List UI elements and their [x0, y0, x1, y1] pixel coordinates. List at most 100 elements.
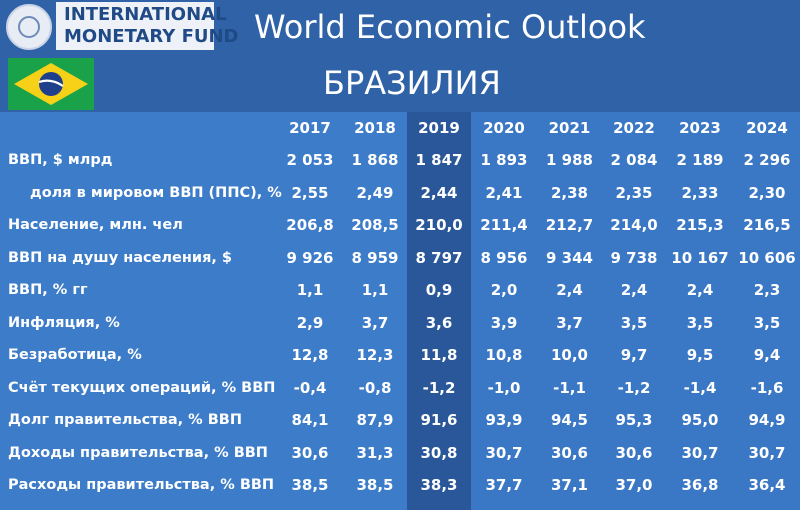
cell-value: 2,44: [407, 176, 471, 209]
org-name-line2: MONETARY FUND: [64, 26, 239, 47]
table-row: ВВП на душу населения, $9 926 8 959 8 797 8…: [0, 241, 800, 274]
cell-value: 10 606: [734, 241, 800, 274]
year-2023: 2023: [666, 112, 734, 144]
cell-value: 30,7: [666, 436, 734, 469]
cell-value: 1 847: [407, 144, 471, 177]
cell-value: 37,7: [471, 469, 537, 502]
cell-value: 3,5: [666, 306, 734, 339]
cell-value: 84,1: [277, 404, 343, 437]
data-table: 2017 2018 2019 2020 2021 2022 2023 2024 …: [0, 112, 800, 510]
cell-value: 94,9: [734, 404, 800, 437]
cell-value: 30,6: [602, 436, 666, 469]
country-name: БРАЗИЛИЯ: [323, 64, 501, 102]
cell-value: 2 084: [602, 144, 666, 177]
cell-value: 206,8: [277, 209, 343, 242]
header-empty: [0, 112, 277, 144]
year-2019: 2019: [407, 112, 471, 144]
cell-value: 38,5: [277, 469, 343, 502]
cell-value: -7,9: [277, 501, 343, 510]
cell-value: 2,4: [666, 274, 734, 307]
cell-value: 94,5: [537, 404, 602, 437]
cell-value: 208,5: [343, 209, 407, 242]
cell-value: -6,6: [537, 501, 602, 510]
cell-value: -1,4: [666, 371, 734, 404]
cell-value: 1,1: [277, 274, 343, 307]
cell-value: 214,0: [602, 209, 666, 242]
cell-value: 2,49: [343, 176, 407, 209]
cell-value: 2,41: [471, 176, 537, 209]
cell-value: -0,8: [343, 371, 407, 404]
table-row: Доходы правительства, % ВВП 30,6 31,3 30,8 3…: [0, 436, 800, 469]
cell-value: 9 926: [277, 241, 343, 274]
cell-value: 30,6: [537, 436, 602, 469]
cell-value: 1 893: [471, 144, 537, 177]
row-label: Долг правительства, % ВВП: [0, 404, 277, 437]
cell-value: 2 053: [277, 144, 343, 177]
cell-value: 2,35: [602, 176, 666, 209]
row-label: Счёт текущих операций, % ВВП: [0, 371, 277, 404]
cell-value: 210,0: [407, 209, 471, 242]
cell-value: 10,0: [537, 339, 602, 372]
cell-value: 0,9: [407, 274, 471, 307]
cell-value: 9,5: [666, 339, 734, 372]
cell-value: -6,4: [602, 501, 666, 510]
cell-value: 9,4: [734, 339, 800, 372]
cell-value: 2,4: [537, 274, 602, 307]
page-title: World Economic Outlook: [254, 8, 646, 46]
header: INTERNATIONAL MONETARY FUND World Econom…: [0, 0, 800, 112]
header-row: 2017 2018 2019 2020 2021 2022 2023 2024: [0, 112, 800, 144]
cell-value: 30,7: [734, 436, 800, 469]
cell-value: -5,7: [734, 501, 800, 510]
cell-value: 30,7: [471, 436, 537, 469]
cell-value: 216,5: [734, 209, 800, 242]
year-2020: 2020: [471, 112, 537, 144]
year-2022: 2022: [602, 112, 666, 144]
cell-value: 10 167: [666, 241, 734, 274]
cell-value: 2,9: [277, 306, 343, 339]
cell-value: 31,3: [343, 436, 407, 469]
cell-value: 36,4: [734, 469, 800, 502]
cell-value: 3,5: [734, 306, 800, 339]
table-row: Счёт текущих операций, % ВВП -0,4 -0,8 -1,2…: [0, 371, 800, 404]
table-row: Баланс правительства, % ВВП-7,9-7,2-7,5-…: [0, 501, 800, 510]
cell-value: 9 344: [537, 241, 602, 274]
cell-value: 2,38: [537, 176, 602, 209]
row-label: ВВП, % гг: [0, 274, 277, 307]
cell-value: 2,30: [734, 176, 800, 209]
row-label: Население, млн. чел: [0, 209, 277, 242]
year-2017: 2017: [277, 112, 343, 144]
row-label: доля в мировом ВВП (ППС), %: [0, 176, 282, 209]
cell-value: 3,6: [407, 306, 471, 339]
cell-value: 1 988: [537, 144, 602, 177]
cell-value: 87,9: [343, 404, 407, 437]
cell-value: 95,0: [666, 404, 734, 437]
cell-value: 215,3: [666, 209, 734, 242]
row-label: ВВП на душу населения, $: [0, 241, 277, 274]
cell-value: 3,5: [602, 306, 666, 339]
brazil-flag-icon: [8, 58, 94, 110]
cell-value: 3,7: [537, 306, 602, 339]
cell-value: 37,1: [537, 469, 602, 502]
cell-value: 8 956: [471, 241, 537, 274]
table-row: ВВП, % гг 1,1 1,1 0,9 2,0 2,4 2,4 2,4 2,3: [0, 274, 800, 307]
row-label: ВВП, $ млрд: [0, 144, 277, 177]
row-label: Расходы правительства, % ВВП: [0, 469, 277, 502]
cell-value: 38,3: [407, 469, 471, 502]
cell-value: -1,0: [471, 371, 537, 404]
cell-value: -6,9: [471, 501, 537, 510]
year-2021: 2021: [537, 112, 602, 144]
table-row: ВВП, $ млрд 2 053 1 868 1 847 1 893 1 988 2 08…: [0, 144, 800, 177]
cell-value: 211,4: [471, 209, 537, 242]
cell-value: 91,6: [407, 404, 471, 437]
org-name-line1: INTERNATIONAL: [64, 4, 227, 25]
cell-value: 2 296: [734, 144, 800, 177]
table-row: Население, млн. чел 206,8 208,5 210,0 211,4 2…: [0, 209, 800, 242]
cell-value: 9 738: [602, 241, 666, 274]
cell-value: 2,55: [277, 176, 343, 209]
row-label: Баланс правительства, % ВВП: [0, 501, 277, 510]
cell-value: 2 189: [666, 144, 734, 177]
year-2024: 2024: [734, 112, 800, 144]
cell-value: -1,2: [407, 371, 471, 404]
table-row: доля в мировом ВВП (ППС), % 2,55 2,49 2,44 2…: [0, 176, 800, 209]
